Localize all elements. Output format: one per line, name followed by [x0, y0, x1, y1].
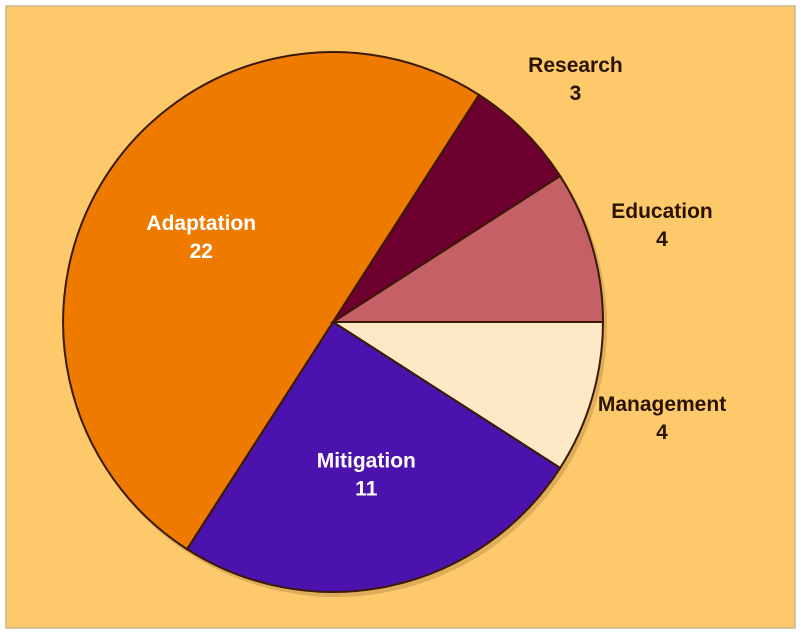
pie-slice — [185, 320, 562, 593]
pie-slice — [62, 51, 481, 551]
slice-value: 22 — [190, 240, 213, 263]
slice-label: Education — [611, 200, 713, 223]
slice-label: Adaptation — [146, 212, 256, 235]
slice-value: 3 — [570, 82, 582, 105]
slice-label: Management — [598, 393, 726, 416]
slice-label: Mitigation — [317, 450, 416, 473]
pie-slice — [332, 93, 562, 323]
pie-slice — [329, 321, 605, 470]
slice-value: 11 — [355, 478, 378, 501]
slice-value: 4 — [656, 228, 668, 251]
slice-label: Research — [528, 54, 623, 77]
pie-slice — [329, 174, 605, 323]
slice-value: 4 — [656, 421, 668, 444]
